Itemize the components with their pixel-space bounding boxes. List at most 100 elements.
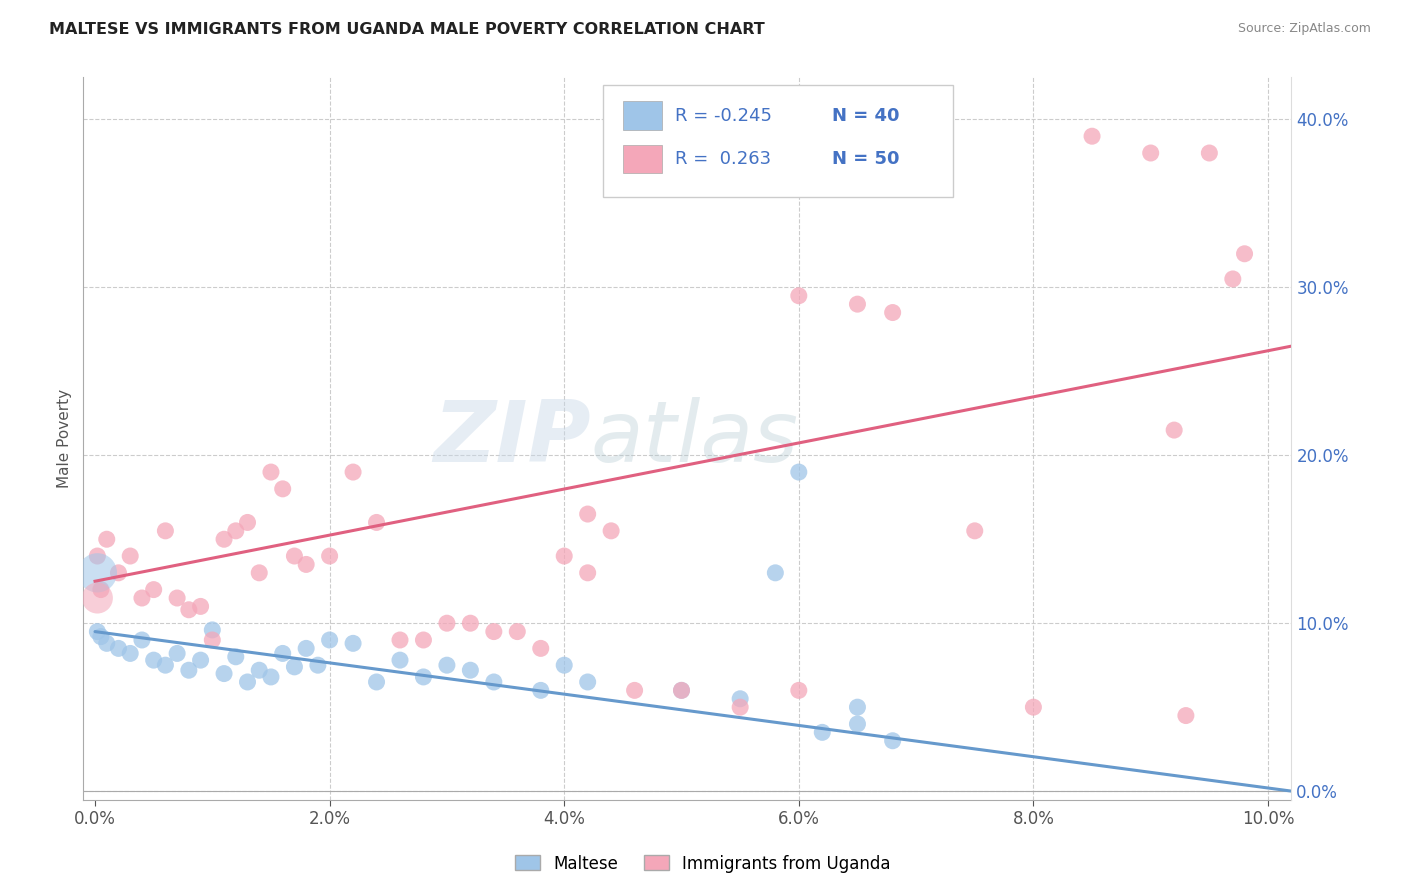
Point xyxy=(260,670,283,684)
Point xyxy=(86,591,108,605)
Point xyxy=(236,675,259,690)
Point xyxy=(90,582,112,597)
Point xyxy=(623,683,645,698)
Point xyxy=(1233,246,1256,260)
Point xyxy=(236,516,259,530)
Point xyxy=(318,632,340,647)
Point xyxy=(342,636,364,650)
Point xyxy=(166,647,188,661)
Point xyxy=(1022,700,1045,714)
Point xyxy=(295,558,318,572)
Point xyxy=(728,700,751,714)
Point xyxy=(787,465,810,479)
Point xyxy=(787,289,810,303)
Point xyxy=(155,524,177,538)
Point xyxy=(295,641,318,656)
Point xyxy=(506,624,529,639)
Point xyxy=(318,549,340,563)
Point xyxy=(576,507,599,521)
FancyBboxPatch shape xyxy=(603,85,953,196)
Point xyxy=(412,632,434,647)
Point xyxy=(846,717,869,731)
Point xyxy=(177,603,200,617)
Point xyxy=(166,591,188,605)
Point xyxy=(460,663,482,677)
Y-axis label: Male Poverty: Male Poverty xyxy=(58,389,72,488)
Point xyxy=(283,549,305,563)
Text: Source: ZipAtlas.com: Source: ZipAtlas.com xyxy=(1237,22,1371,36)
Point xyxy=(260,465,283,479)
Point xyxy=(671,683,693,698)
Point xyxy=(107,641,129,656)
Point xyxy=(436,616,458,631)
Point xyxy=(388,653,411,667)
Point xyxy=(553,549,575,563)
Point xyxy=(142,653,165,667)
Text: atlas: atlas xyxy=(591,397,799,480)
FancyBboxPatch shape xyxy=(623,102,662,130)
Point xyxy=(366,516,388,530)
Point xyxy=(1163,423,1185,437)
Point xyxy=(1198,146,1220,161)
Point xyxy=(728,691,751,706)
Point xyxy=(342,465,364,479)
Point xyxy=(142,582,165,597)
Point xyxy=(155,658,177,673)
Text: R = -0.245: R = -0.245 xyxy=(675,107,772,125)
Point xyxy=(530,683,553,698)
Point xyxy=(225,649,247,664)
Point xyxy=(388,632,411,647)
Point xyxy=(882,305,904,319)
Point xyxy=(225,524,247,538)
Point xyxy=(212,533,235,547)
Point xyxy=(283,660,305,674)
Point xyxy=(763,566,786,580)
Point xyxy=(96,636,118,650)
Text: N = 50: N = 50 xyxy=(832,150,900,168)
Point xyxy=(530,641,553,656)
Point xyxy=(131,632,153,647)
FancyBboxPatch shape xyxy=(623,145,662,173)
Point xyxy=(600,524,623,538)
Point xyxy=(576,566,599,580)
Legend: Maltese, Immigrants from Uganda: Maltese, Immigrants from Uganda xyxy=(509,848,897,880)
Point xyxy=(671,683,693,698)
Point xyxy=(482,675,505,690)
Point xyxy=(460,616,482,631)
Point xyxy=(190,599,212,614)
Point xyxy=(1139,146,1161,161)
Point xyxy=(120,647,142,661)
Point xyxy=(576,675,599,690)
Point xyxy=(787,683,810,698)
Point xyxy=(86,566,108,580)
Point xyxy=(86,549,108,563)
Point xyxy=(846,700,869,714)
Text: R =  0.263: R = 0.263 xyxy=(675,150,772,168)
Point xyxy=(1081,129,1104,144)
Point xyxy=(247,566,270,580)
Point xyxy=(247,663,270,677)
Point xyxy=(201,623,224,637)
Point xyxy=(412,670,434,684)
Point xyxy=(271,482,294,496)
Point xyxy=(212,666,235,681)
Point xyxy=(846,297,869,311)
Point xyxy=(190,653,212,667)
Text: MALTESE VS IMMIGRANTS FROM UGANDA MALE POVERTY CORRELATION CHART: MALTESE VS IMMIGRANTS FROM UGANDA MALE P… xyxy=(49,22,765,37)
Point xyxy=(107,566,129,580)
Point xyxy=(482,624,505,639)
Text: ZIP: ZIP xyxy=(433,397,591,480)
Point xyxy=(436,658,458,673)
Point xyxy=(1174,708,1197,723)
Point xyxy=(120,549,142,563)
Point xyxy=(1222,272,1244,286)
Point xyxy=(271,647,294,661)
Point xyxy=(90,630,112,644)
Point xyxy=(96,533,118,547)
Point xyxy=(86,624,108,639)
Text: N = 40: N = 40 xyxy=(832,107,900,125)
Point xyxy=(882,733,904,747)
Point xyxy=(811,725,834,739)
Point xyxy=(553,658,575,673)
Point xyxy=(963,524,986,538)
